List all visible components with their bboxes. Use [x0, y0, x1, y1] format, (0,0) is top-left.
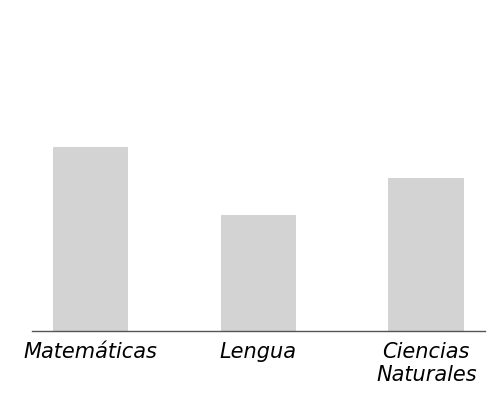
Bar	[52, 146, 128, 331]
Bar	[388, 178, 464, 331]
Bar	[220, 215, 296, 331]
